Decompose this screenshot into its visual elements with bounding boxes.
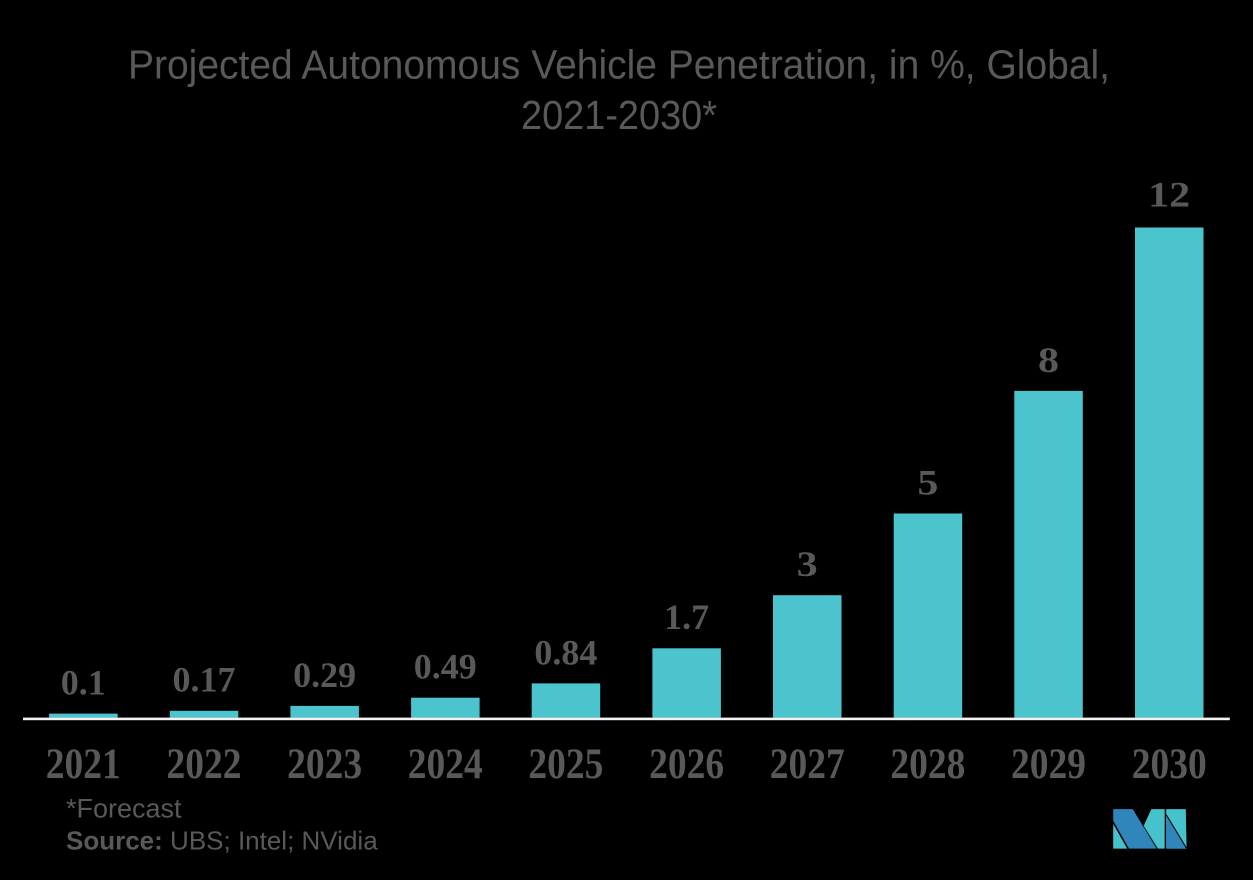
svg-text:2021: 2021 <box>46 741 121 788</box>
svg-text:2028: 2028 <box>890 741 965 788</box>
svg-text:2022: 2022 <box>167 741 242 788</box>
svg-text:0.84: 0.84 <box>534 632 597 672</box>
svg-text:*Forecast: *Forecast <box>66 793 182 823</box>
svg-text:2024: 2024 <box>408 741 483 788</box>
svg-text:0.29: 0.29 <box>293 655 356 695</box>
svg-text:0.1: 0.1 <box>61 663 106 703</box>
svg-text:1.7: 1.7 <box>664 597 709 637</box>
svg-text:2021-2030*: 2021-2030* <box>521 92 717 138</box>
svg-text:3: 3 <box>797 544 818 584</box>
svg-text:12: 12 <box>1148 174 1190 214</box>
svg-text:0.49: 0.49 <box>414 647 477 687</box>
svg-text:Projected Autonomous Vehicle P: Projected Autonomous Vehicle Penetration… <box>128 42 1110 88</box>
svg-text:Source: UBS; Intel; NVidia: Source: UBS; Intel; NVidia <box>66 826 378 856</box>
svg-text:2025: 2025 <box>528 741 603 788</box>
svg-text:5: 5 <box>917 462 938 502</box>
svg-text:2023: 2023 <box>287 741 362 788</box>
svg-text:2026: 2026 <box>649 741 724 788</box>
svg-text:2029: 2029 <box>1011 741 1086 788</box>
svg-text:2030: 2030 <box>1132 741 1207 788</box>
svg-text:0.17: 0.17 <box>173 660 236 700</box>
svg-text:8: 8 <box>1038 340 1059 380</box>
svg-text:2027: 2027 <box>770 741 845 788</box>
